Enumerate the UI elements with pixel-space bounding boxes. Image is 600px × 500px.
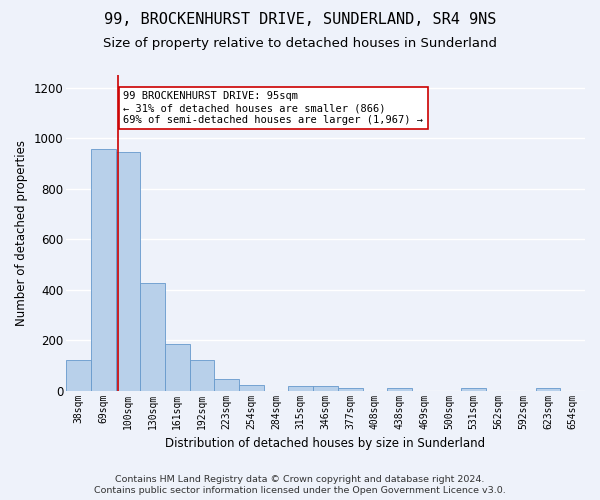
- Text: Size of property relative to detached houses in Sunderland: Size of property relative to detached ho…: [103, 38, 497, 51]
- Bar: [338, 388, 362, 390]
- Text: Contains public sector information licensed under the Open Government Licence v3: Contains public sector information licen…: [94, 486, 506, 495]
- Bar: [536, 388, 560, 390]
- Text: 99 BROCKENHURST DRIVE: 95sqm
← 31% of detached houses are smaller (866)
69% of s: 99 BROCKENHURST DRIVE: 95sqm ← 31% of de…: [124, 92, 424, 124]
- Bar: [190, 360, 214, 390]
- Bar: [313, 386, 338, 390]
- Bar: [165, 344, 190, 391]
- X-axis label: Distribution of detached houses by size in Sunderland: Distribution of detached houses by size …: [166, 437, 485, 450]
- Y-axis label: Number of detached properties: Number of detached properties: [15, 140, 28, 326]
- Bar: [116, 152, 140, 390]
- Bar: [91, 150, 116, 390]
- Bar: [140, 284, 165, 391]
- Bar: [214, 380, 239, 390]
- Bar: [289, 386, 313, 390]
- Bar: [388, 388, 412, 390]
- Bar: [66, 360, 91, 390]
- Bar: [461, 388, 486, 390]
- Text: Contains HM Land Registry data © Crown copyright and database right 2024.: Contains HM Land Registry data © Crown c…: [115, 475, 485, 484]
- Text: 99, BROCKENHURST DRIVE, SUNDERLAND, SR4 9NS: 99, BROCKENHURST DRIVE, SUNDERLAND, SR4 …: [104, 12, 496, 28]
- Bar: [239, 385, 264, 390]
